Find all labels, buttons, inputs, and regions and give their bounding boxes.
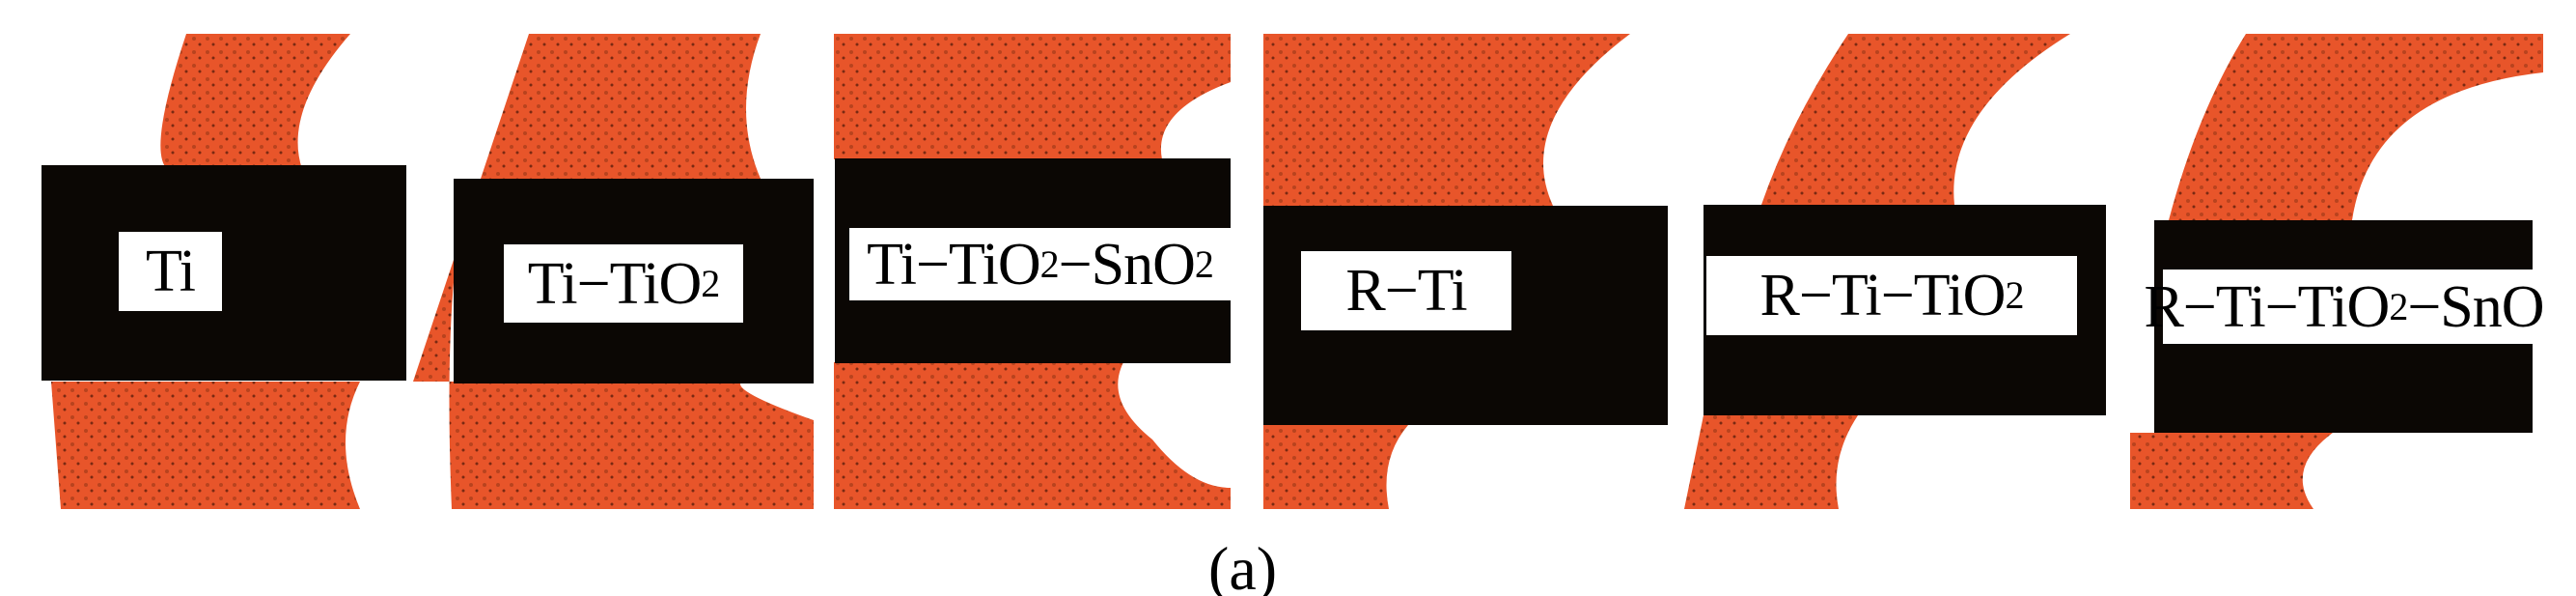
label-text: Ti−TiO xyxy=(527,250,703,317)
label-text: Ti xyxy=(146,239,196,304)
label-text: Ti−TiO xyxy=(867,231,1041,298)
micrograph-panel: Ti−TiO 2 xyxy=(413,34,814,509)
sample-label: Ti xyxy=(119,232,222,311)
label-text: R−Ti−TiO xyxy=(2144,273,2390,340)
bone-tissue xyxy=(413,34,814,509)
sample-label: Ti−TiO 2 −SnO 2 xyxy=(849,228,1231,300)
micrograph-panel: R−Ti−TiO 2 xyxy=(1684,34,2106,509)
micrograph-panel: Ti−TiO 2 −SnO 2 xyxy=(834,34,1231,509)
implant xyxy=(42,165,406,381)
label-text: −SnO xyxy=(1058,231,1196,298)
label-text: R−Ti−TiO xyxy=(1759,263,2007,328)
micrograph-panel: R−Ti xyxy=(1263,34,1668,509)
bone-tissue xyxy=(834,34,1231,509)
label-text: −SnO xyxy=(2407,273,2543,340)
sample-label: R−Ti xyxy=(1301,251,1511,330)
bone-tissue xyxy=(2130,34,2543,509)
sample-label: R−Ti−TiO 2 xyxy=(1706,256,2077,335)
figure-caption: (a) xyxy=(1208,534,1278,596)
bone-tissue xyxy=(1263,34,1630,509)
label-text: R−Ti xyxy=(1345,258,1467,324)
bone-tissue xyxy=(51,34,409,509)
micrograph-panel: Ti xyxy=(42,34,409,509)
bone-tissue xyxy=(1684,34,2070,509)
sample-label: Ti−TiO 2 xyxy=(504,244,743,323)
